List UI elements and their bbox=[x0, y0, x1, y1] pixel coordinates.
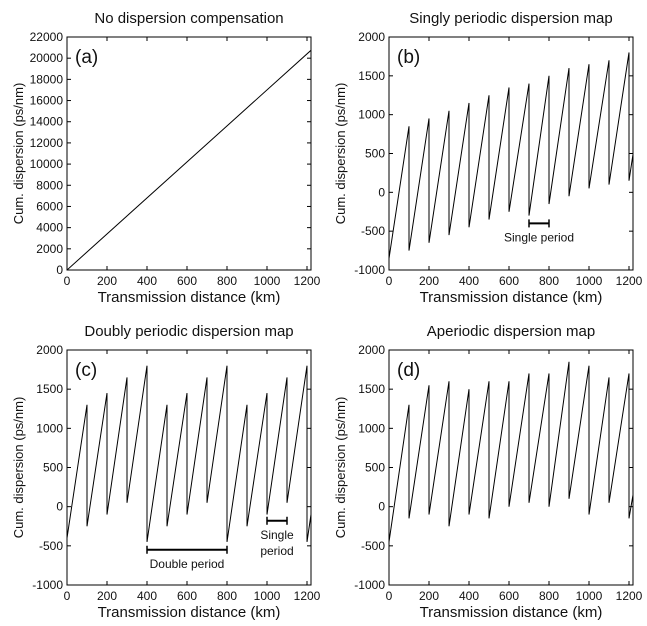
x-tick-label: 800 bbox=[217, 589, 237, 603]
x-tick-label: 200 bbox=[419, 589, 439, 603]
y-tick-label: 2000 bbox=[358, 30, 385, 44]
period-annotation-text: Single period bbox=[504, 230, 574, 244]
series-line bbox=[389, 52, 633, 259]
y-tick-label: 1500 bbox=[358, 69, 385, 83]
x-tick-label: 1000 bbox=[576, 589, 603, 603]
y-tick-label: 1000 bbox=[358, 421, 385, 435]
y-tick-label: 0 bbox=[56, 500, 63, 514]
y-tick-label: 16000 bbox=[30, 94, 64, 108]
y-axis-label: Cum. dispersion (ps/nm) bbox=[11, 83, 26, 225]
x-tick-label: 600 bbox=[499, 274, 519, 288]
x-tick-label: 0 bbox=[64, 589, 71, 603]
y-tick-label: 0 bbox=[378, 185, 385, 199]
y-tick-label: 0 bbox=[56, 263, 63, 277]
period-annotation-text: Double period bbox=[150, 557, 225, 571]
panel-d: Aperiodic dispersion map (d) 0 200 400 600 800… bbox=[333, 323, 643, 621]
x-tick-label: 0 bbox=[386, 589, 393, 603]
y-tick-label: 2000 bbox=[36, 343, 63, 357]
x-tick-label: 1200 bbox=[616, 589, 643, 603]
y-tick-label: 1000 bbox=[36, 421, 63, 435]
x-axis-label: Transmission distance (km) bbox=[420, 604, 603, 621]
x-tick-label: 800 bbox=[539, 589, 559, 603]
x-tick-label: 600 bbox=[177, 589, 197, 603]
y-tick-label: 22000 bbox=[30, 30, 64, 44]
x-tick-label: 1200 bbox=[294, 589, 321, 603]
y-tick-label: 2000 bbox=[358, 343, 385, 357]
y-tick-label: -1000 bbox=[32, 578, 63, 592]
period-annotation-text: Single bbox=[260, 528, 294, 542]
x-tick-label: 400 bbox=[137, 589, 157, 603]
y-tick-label: 500 bbox=[43, 461, 63, 475]
panel-a: No dispersion compensation (a) 0 200 400 600 8… bbox=[11, 10, 321, 306]
x-tick-label: 600 bbox=[177, 274, 197, 288]
x-tick-label: 200 bbox=[419, 274, 439, 288]
panel-b: Singly periodic dispersion map (b) 0 200 400… bbox=[333, 10, 643, 306]
y-tick-label: -500 bbox=[361, 539, 385, 553]
x-tick-label: 1000 bbox=[254, 589, 281, 603]
y-tick-label: 1500 bbox=[36, 382, 63, 396]
y-tick-label: 2000 bbox=[36, 242, 63, 256]
panel-label: (b) bbox=[397, 47, 420, 68]
x-tick-label: 400 bbox=[459, 589, 479, 603]
y-tick-label: 500 bbox=[365, 147, 385, 161]
plot-frame bbox=[66, 36, 312, 271]
series-line bbox=[389, 361, 633, 542]
x-tick-label: 1200 bbox=[616, 274, 643, 288]
y-axis-label: Cum. dispersion (ps/nm) bbox=[333, 397, 348, 539]
x-tick-label: 800 bbox=[539, 274, 559, 288]
y-tick-label: 12000 bbox=[30, 136, 64, 150]
x-tick-label: 1000 bbox=[576, 274, 603, 288]
x-axis-label: Transmission distance (km) bbox=[98, 289, 281, 306]
y-tick-label: -1000 bbox=[354, 263, 385, 277]
y-tick-label: 0 bbox=[378, 500, 385, 514]
y-tick-label: 10000 bbox=[30, 157, 64, 171]
y-tick-label: 8000 bbox=[36, 178, 63, 192]
y-tick-label: -500 bbox=[39, 539, 63, 553]
y-tick-label: -500 bbox=[361, 224, 385, 238]
period-annotation-text-line2: period bbox=[260, 544, 293, 558]
chart-title: Doubly periodic dispersion map bbox=[84, 323, 293, 340]
y-axis-label: Cum. dispersion (ps/nm) bbox=[11, 397, 26, 539]
x-tick-label: 800 bbox=[217, 274, 237, 288]
y-tick-label: 500 bbox=[365, 461, 385, 475]
panel-label: (c) bbox=[75, 360, 97, 381]
x-tick-label: 600 bbox=[499, 589, 519, 603]
y-tick-label: 1500 bbox=[358, 382, 385, 396]
x-tick-label: 400 bbox=[137, 274, 157, 288]
panel-c: Doubly periodic dispersion map (c) 0 200 400… bbox=[11, 323, 321, 621]
y-tick-label: -1000 bbox=[354, 578, 385, 592]
panel-label: (a) bbox=[75, 47, 98, 68]
chart-title: Aperiodic dispersion map bbox=[427, 323, 595, 340]
x-tick-label: 200 bbox=[97, 274, 117, 288]
x-tick-label: 0 bbox=[64, 274, 71, 288]
y-tick-label: 1000 bbox=[358, 108, 385, 122]
y-axis-label: Cum. dispersion (ps/nm) bbox=[333, 83, 348, 225]
chart-title: Singly periodic dispersion map bbox=[409, 10, 612, 27]
x-axis-label: Transmission distance (km) bbox=[98, 604, 281, 621]
x-tick-label: 0 bbox=[386, 274, 393, 288]
series-line bbox=[67, 49, 311, 270]
chart-title: No dispersion compensation bbox=[94, 10, 283, 27]
y-tick-label: 6000 bbox=[36, 199, 63, 213]
x-tick-label: 400 bbox=[459, 274, 479, 288]
x-tick-label: 1000 bbox=[254, 274, 281, 288]
x-tick-label: 200 bbox=[97, 589, 117, 603]
y-tick-label: 14000 bbox=[30, 115, 64, 129]
y-tick-label: 20000 bbox=[30, 51, 64, 65]
panel-label: (d) bbox=[397, 360, 420, 381]
plot-frame bbox=[388, 349, 634, 586]
x-tick-label: 1200 bbox=[294, 274, 321, 288]
y-tick-label: 4000 bbox=[36, 221, 63, 235]
series-line bbox=[67, 365, 311, 542]
y-tick-label: 18000 bbox=[30, 72, 64, 86]
x-axis-label: Transmission distance (km) bbox=[420, 289, 603, 306]
